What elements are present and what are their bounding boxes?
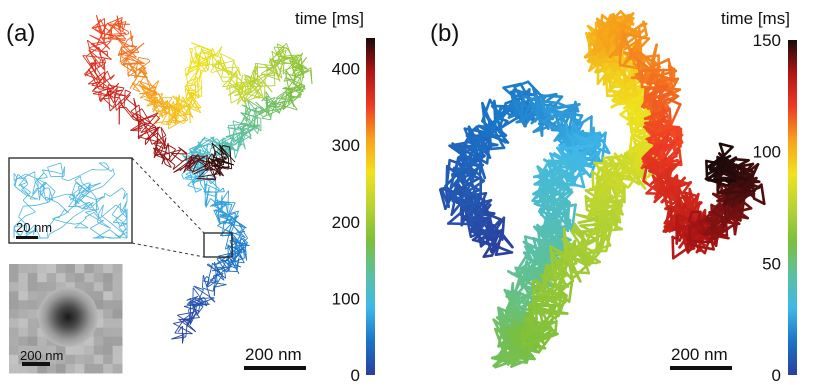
- ticksB-label-0: 0: [772, 366, 781, 385]
- image-scalebar-label: 200 nm: [20, 348, 63, 363]
- zoom-region-box: [203, 232, 233, 258]
- ticksA-label-1: 100: [332, 289, 360, 308]
- inset-scalebar-label: 20 nm: [16, 220, 52, 235]
- ticksB-label-2: 100: [753, 143, 781, 162]
- inset-trajectory: [13, 162, 128, 239]
- trajectory-a: [82, 15, 313, 344]
- colorbar-b-ticks: 0 50 100 150: [753, 31, 781, 385]
- zoom-connector-top: [131, 157, 205, 234]
- ticksB-label-1: 50: [762, 254, 781, 273]
- colorbar-a-ticks: 0 100 200 300 400: [332, 60, 360, 385]
- trajectory-b: [438, 10, 766, 369]
- ticksA-label-2: 200: [332, 213, 360, 232]
- zoom-inset: 20 nm: [8, 157, 133, 244]
- ticksA-label-4: 400: [332, 60, 360, 79]
- colorbar-a: [366, 38, 375, 375]
- panel-b-label: (b): [430, 20, 459, 47]
- colorbar-a-title: time [ms]: [295, 9, 364, 28]
- colorbar-b-title: time [ms]: [721, 9, 790, 28]
- ticksB-label-3: 150: [753, 31, 781, 50]
- panel-a: (a) 20 nm 200 nm 200 nm time [ms] 0 100 20…: [6, 9, 375, 385]
- zoom-connector-bottom: [131, 242, 205, 258]
- scalebar-a: [244, 366, 306, 370]
- panel-b: (b) 200 nm time [ms] 0 50 100 150: [430, 9, 797, 385]
- scalebar-a-label: 200 nm: [245, 345, 302, 364]
- image-scalebar: [22, 362, 50, 366]
- colorbar-b: [788, 40, 797, 375]
- camera-image-inset: 200 nm: [9, 264, 123, 374]
- inset-scalebar: [16, 236, 38, 239]
- scalebar-b: [670, 366, 732, 370]
- ticksA-label-0: 0: [351, 366, 360, 385]
- panel-a-label: (a): [6, 20, 35, 47]
- ticksA-label-3: 300: [332, 136, 360, 155]
- scalebar-b-label: 200 nm: [671, 345, 728, 364]
